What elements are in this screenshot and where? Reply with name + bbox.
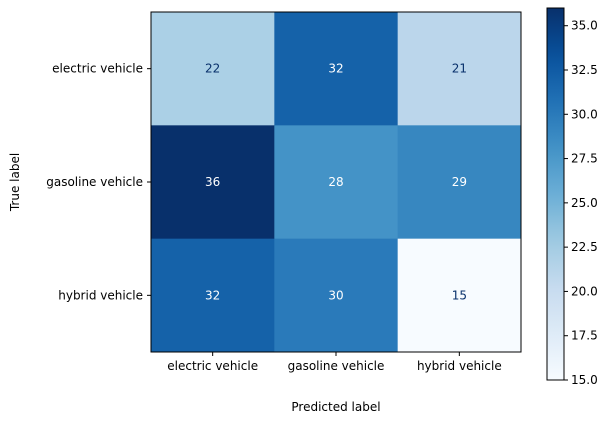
- y-tick-label: hybrid vehicle: [58, 288, 143, 302]
- colorbar-tick-label: 30.0: [571, 107, 598, 121]
- y-tick-label: electric vehicle: [52, 62, 143, 76]
- cell-value-label: 28: [328, 175, 343, 189]
- colorbar-tick-label: 32.5: [571, 63, 598, 77]
- x-tick-label: gasoline vehicle: [288, 359, 385, 373]
- y-axis-ticks: electric vehicle gasoline vehicle hybrid v…: [46, 62, 151, 302]
- heatmap-cell: [151, 12, 275, 126]
- heatmap-cell: [274, 238, 399, 353]
- colorbar-tick-label: 20.0: [571, 284, 598, 298]
- cell-value-label: 36: [205, 175, 220, 189]
- x-tick-label: hybrid vehicle: [417, 359, 502, 373]
- heatmap-cell: [397, 12, 522, 126]
- y-tick-label: gasoline vehicle: [46, 175, 143, 189]
- colorbar-tick-label: 25.0: [571, 196, 598, 210]
- heatmap-cell: [397, 125, 522, 240]
- colorbar-tick-label: 17.5: [571, 329, 598, 343]
- cell-value-label: 22: [205, 62, 220, 76]
- x-axis-label: Predicted label: [291, 400, 380, 414]
- cell-value-label: 29: [452, 175, 467, 189]
- heatmap-cell: [274, 125, 399, 240]
- colorbar-tick-label: 27.5: [571, 152, 598, 166]
- colorbar-tick-label: 35.0: [571, 19, 598, 33]
- x-axis-ticks: electric vehicle gasoline vehicle hybrid v…: [167, 352, 502, 373]
- cell-value-label: 30: [328, 288, 343, 302]
- colorbar-tick-label: 22.5: [571, 240, 598, 254]
- colorbar-ticks: 15.0 17.5 20.0 22.5 25.0 27.5 30.0 32.5 35.0: [564, 19, 598, 387]
- heatmap-cell: [274, 12, 399, 126]
- heatmap-cell: [151, 125, 275, 240]
- colorbar: [546, 7, 565, 381]
- colorbar-tick-label: 15.0: [571, 373, 598, 387]
- cell-value-label: 32: [328, 62, 343, 76]
- cell-value-label: 15: [452, 288, 467, 302]
- x-tick-label: electric vehicle: [167, 359, 258, 373]
- heatmap-cell: [151, 238, 275, 353]
- cell-value-label: 21: [452, 62, 467, 76]
- y-axis-label: True label: [8, 153, 22, 212]
- heatmap-cells: 22 32 21 36 28 29 32 30 15: [151, 12, 522, 353]
- heatmap-cell: [397, 238, 522, 353]
- cell-value-label: 32: [205, 288, 220, 302]
